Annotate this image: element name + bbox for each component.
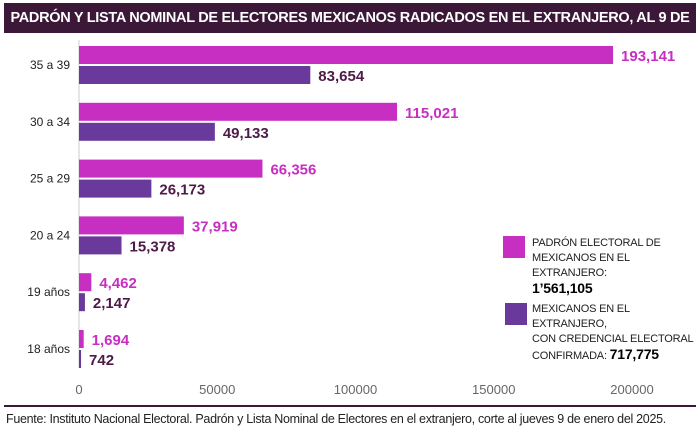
data-label: 26,173: [159, 182, 205, 199]
legend-lista: MEXICANOS EN EL EXTRANJERO, CON CREDENCI…: [532, 302, 700, 364]
data-label: 1,694: [92, 332, 130, 349]
bar-lista: [79, 122, 215, 141]
legend-text: MEXICANOS EN EL EXTRANJERO,: [532, 303, 630, 330]
bar-lista: [79, 236, 122, 255]
bar-lista: [79, 179, 152, 198]
bar-padron: [79, 216, 184, 235]
bar-padron: [79, 102, 398, 121]
data-label: 83,654: [318, 68, 365, 85]
bar-padron: [79, 273, 92, 292]
x-tick-label: 0: [75, 382, 82, 397]
y-tick-label: 18 años: [27, 342, 70, 356]
chart-title: PADRÓN Y LISTA NOMINAL DE ELECTORES MEXI…: [4, 3, 696, 56]
legend-text: CONFIRMADA:: [532, 350, 610, 362]
data-label: 742: [89, 352, 114, 369]
data-label: 2,147: [93, 295, 131, 312]
legend-swatch-padron: [503, 236, 525, 258]
bar-lista: [79, 293, 85, 312]
data-label: 193,141: [621, 48, 675, 65]
data-label: 37,919: [192, 218, 238, 235]
legend-total: 1’561,105: [532, 280, 593, 296]
bar-padron: [79, 46, 614, 64]
y-tick-label: 19 años: [27, 285, 70, 299]
data-label: 49,133: [223, 125, 269, 142]
x-tick-label: 50000: [199, 382, 235, 397]
divider: [4, 405, 696, 407]
legend-text: PADRÓN ELECTORAL DE: [532, 237, 661, 249]
data-label: 15,378: [130, 238, 176, 255]
y-tick-label: 20 a 24: [30, 228, 70, 242]
x-tick-label: 100000: [334, 382, 377, 397]
bar-lista: [79, 66, 311, 84]
legend-total: 717,775: [609, 346, 659, 362]
data-label: 66,356: [270, 162, 316, 179]
y-tick-label: 35 a 39: [30, 58, 70, 72]
data-label: 115,021: [405, 105, 458, 122]
legend-text: MEXICANOS EN EL EXTRANJERO:: [532, 252, 630, 279]
data-label: 4,462: [99, 275, 137, 292]
x-tick-label: 150000: [472, 382, 515, 397]
bar-padron: [79, 159, 263, 178]
source-note: Fuente: Instituto Nacional Electoral. Pa…: [6, 412, 666, 426]
bar-padron: [79, 330, 84, 348]
y-tick-label: 30 a 34: [30, 115, 70, 129]
bar-lista: [79, 350, 82, 368]
x-tick-label: 200000: [610, 382, 653, 397]
legend-swatch-lista: [505, 303, 527, 325]
y-tick-label: 25 a 29: [30, 172, 70, 186]
legend-padron: PADRÓN ELECTORAL DE MEXICANOS EN EL EXTR…: [532, 236, 700, 296]
legend-text: CON CREDENCIAL ELECTORAL: [532, 333, 694, 345]
